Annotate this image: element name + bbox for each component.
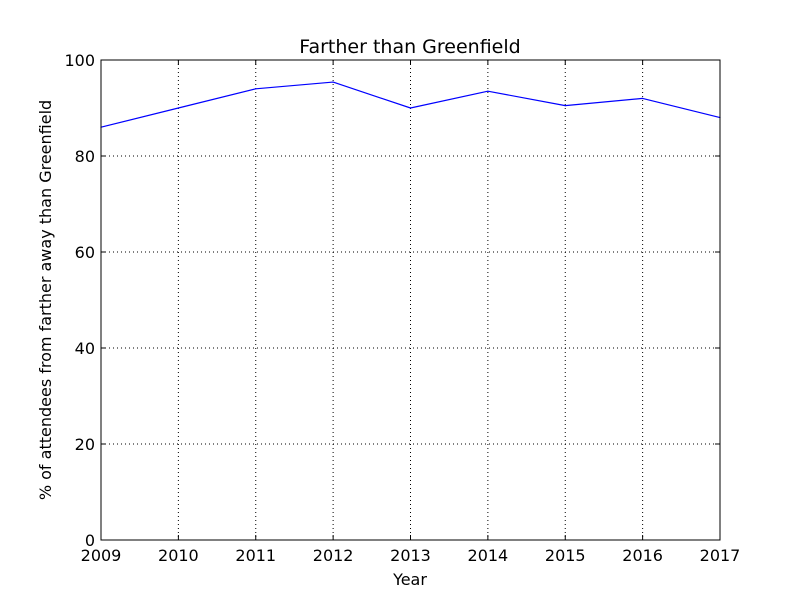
x-tick-label: 2011: [235, 546, 276, 565]
data-point: [255, 88, 257, 90]
x-tick-label: 2010: [158, 546, 199, 565]
y-tick-label: 0: [85, 531, 95, 550]
y-tick-label: 20: [75, 435, 95, 454]
x-tick-label: 2016: [622, 546, 663, 565]
y-axis-ticks: 0 20 40 60 80 100: [64, 51, 720, 550]
grid-lines: [101, 60, 720, 540]
y-axis-label: % of attendees from farther away than Gr…: [36, 100, 55, 500]
y-tick-label: 100: [64, 51, 95, 70]
x-tick-label: 2009: [81, 546, 122, 565]
data-point: [564, 105, 566, 107]
x-tick-label: 2014: [468, 546, 509, 565]
y-tick-label: 60: [75, 243, 95, 262]
data-point: [177, 107, 179, 109]
y-tick-label: 80: [75, 147, 95, 166]
data-point: [642, 97, 644, 99]
x-tick-label: 2013: [390, 546, 431, 565]
x-tick-label: 2015: [545, 546, 586, 565]
y-tick-label: 40: [75, 339, 95, 358]
data-point: [332, 81, 334, 83]
chart-title: Farther than Greenfield: [299, 36, 520, 58]
x-tick-label: 2017: [700, 546, 741, 565]
data-point: [487, 90, 489, 92]
x-axis-ticks: 2009 2010 2011 2012 2013 2014 2015 2016 2017: [81, 60, 741, 565]
x-tick-label: 2012: [313, 546, 354, 565]
x-axis-label: Year: [392, 570, 427, 589]
data-point: [409, 107, 412, 109]
